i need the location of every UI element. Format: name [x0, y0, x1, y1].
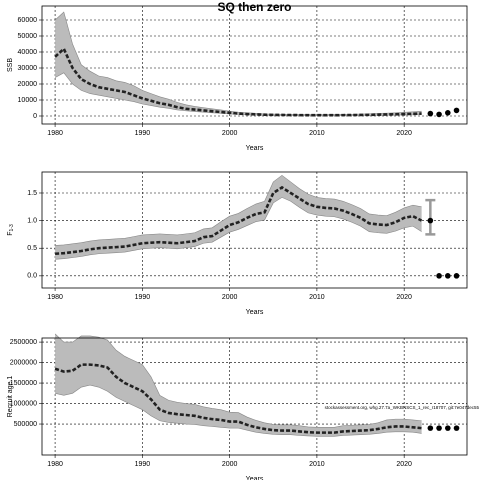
- forecast-point: [436, 273, 442, 279]
- y-tick-label: 2500000: [10, 339, 37, 346]
- error-bar: [425, 198, 436, 236]
- forecast-point: [445, 273, 451, 279]
- forecast-point: [436, 425, 442, 431]
- y-tick-label: 1500000: [10, 380, 37, 387]
- band-lower: [55, 197, 422, 260]
- y-axis-label-main: SSB: [7, 58, 14, 72]
- x-tick-label: 2020: [396, 294, 412, 301]
- y-tick-label: 0.0: [27, 273, 37, 280]
- band-lower: [55, 384, 422, 437]
- median-line: [54, 363, 422, 434]
- x-tick-label: 2000: [222, 461, 238, 468]
- plot-frame: [41, 337, 468, 456]
- y-axis-label-main: F: [7, 231, 14, 235]
- x-tick-label: 2000: [222, 130, 238, 137]
- x-tick-label: 2020: [396, 461, 412, 468]
- plot-frame: [41, 5, 468, 125]
- forecast-point: [436, 111, 442, 118]
- forecast-point: [427, 425, 434, 431]
- x-tick-label: 1990: [135, 461, 151, 468]
- band-upper: [55, 174, 422, 246]
- forecast-point: [453, 425, 460, 431]
- y-tick-label: 1000000: [10, 400, 37, 407]
- y-tick-label: 10000: [18, 97, 38, 104]
- chart-title: SQ then zero: [217, 0, 291, 14]
- median-line: [55, 185, 423, 256]
- y-tick-label: 60000: [18, 17, 38, 24]
- forecast-point: [427, 217, 434, 224]
- y-axis-label-sub: 1-3: [9, 224, 15, 231]
- x-tick-label: 2010: [309, 130, 325, 137]
- y-tick-label: 50000: [18, 33, 38, 40]
- y-axis-label: Recruit age 1: [7, 376, 14, 418]
- x-tick-label: 2020: [396, 130, 412, 137]
- y-tick-label: 2000000: [10, 359, 37, 366]
- x-axis-label: Years: [246, 476, 264, 480]
- y-tick-label: 0.5: [27, 245, 37, 252]
- plot-frame: [41, 171, 468, 289]
- y-tick-label: 20000: [18, 81, 38, 88]
- annotation: stockassessment.org, whg.27.7a_WKBNSCS_1…: [325, 405, 480, 410]
- x-tick-label: 1990: [135, 294, 151, 301]
- forecast-point: [445, 425, 451, 431]
- y-tick-label: 1.0: [27, 217, 37, 224]
- forecast-point: [453, 273, 460, 279]
- median-line: [54, 46, 422, 117]
- confidence-band: [55, 175, 422, 260]
- y-tick-label: 30000: [18, 65, 38, 72]
- band-upper: [54, 333, 422, 428]
- x-tick-label: 1980: [47, 294, 63, 301]
- y-axis-label: F1-3: [7, 224, 15, 236]
- y-tick-label: 1.5: [27, 190, 37, 197]
- x-tick-label: 1990: [135, 130, 151, 137]
- x-tick-label: 2010: [309, 294, 325, 301]
- forecast-point: [427, 110, 434, 117]
- confidence-band: [55, 333, 422, 437]
- forecast-point: [453, 107, 460, 114]
- y-axis-label-main: Recruit age 1: [7, 376, 14, 418]
- x-tick-label: 2000: [222, 294, 238, 301]
- y-axis-label: SSB: [7, 58, 14, 72]
- y-tick-label: 0: [33, 113, 37, 120]
- forecast-point: [445, 110, 451, 116]
- x-tick-label: 1980: [47, 130, 63, 137]
- y-tick-label: 500000: [14, 421, 37, 428]
- x-axis-label: Years: [246, 145, 264, 152]
- x-axis-label: Years: [246, 309, 264, 316]
- x-tick-label: 2010: [309, 461, 325, 468]
- y-tick-label: 40000: [18, 49, 38, 56]
- x-tick-label: 1980: [47, 461, 63, 468]
